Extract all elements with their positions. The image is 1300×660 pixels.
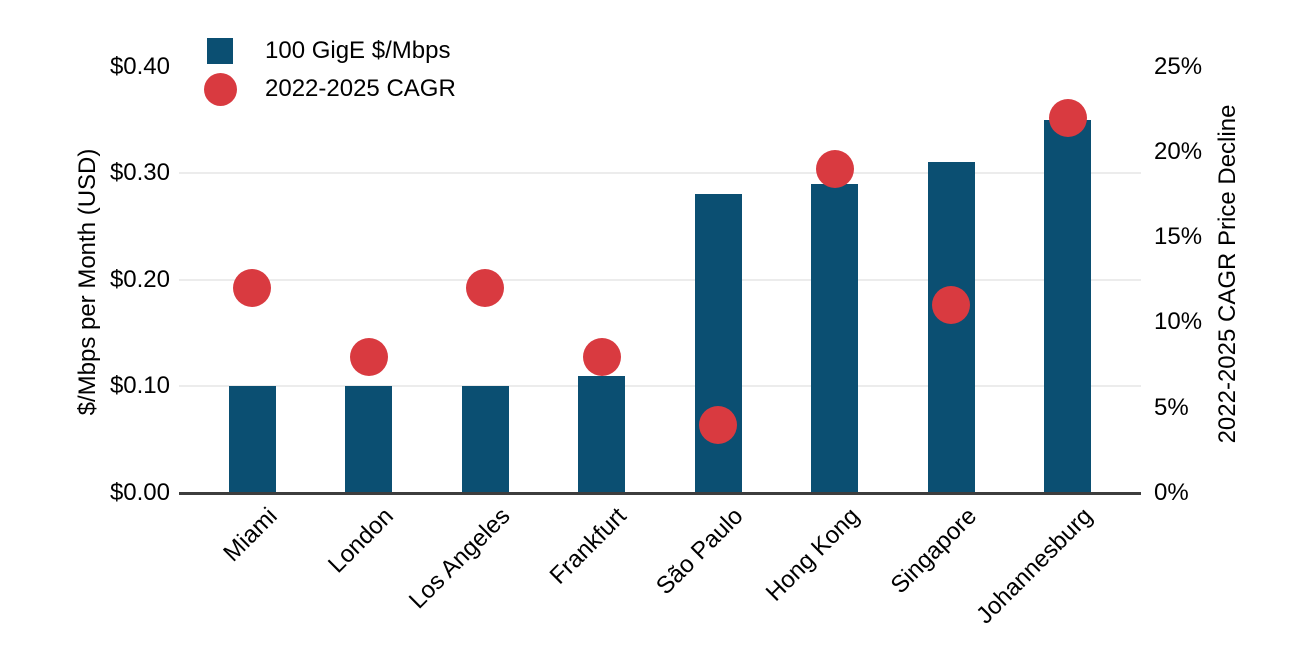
x-axis-label-miami: Miami: [218, 502, 283, 567]
legend-item-scatter-series: 2022-2025 CAGR: [203, 72, 456, 106]
bar-los-angeles: [461, 386, 509, 493]
cagr-dot-johannesburg: [1048, 98, 1087, 137]
legend-label-bar-series: 100 GigE $/Mbps: [265, 37, 451, 64]
scatter-series-swatch-icon: [203, 72, 237, 106]
x-axis-label-singapore: Singapore: [885, 502, 982, 600]
x-axis-label-london: London: [323, 502, 400, 579]
bar-johannesburg: [1044, 119, 1091, 493]
cagr-dot-frankfurt: [582, 337, 621, 376]
left-axis-tick: $0.20: [109, 265, 170, 293]
cagr-dot-london: [349, 337, 388, 376]
legend-marker-box: [203, 38, 237, 64]
x-axis-line: [179, 491, 1141, 495]
right-axis-tick: 25%: [1154, 52, 1203, 80]
cagr-dot-los-angeles: [466, 269, 504, 308]
right-axis-tick: 20%: [1154, 137, 1203, 165]
cagr-dot-miami: [233, 269, 271, 308]
right-axis-title: 2022-2025 CAGR Price Decline: [1214, 104, 1241, 444]
x-axis-label-sao-paulo: São Paulo: [651, 502, 749, 601]
right-axis-tick: 15%: [1154, 223, 1203, 251]
gridline: [179, 172, 1141, 175]
cagr-dot-hong-kong: [815, 149, 854, 188]
cagr-dot-sao-paulo: [699, 405, 737, 444]
legend-marker-box: [203, 72, 237, 106]
legend: 100 GigE $/Mbps 2022-2025 CAGR: [203, 34, 456, 106]
bar-series-swatch-icon: [207, 38, 233, 64]
left-axis-tick: $0.10: [109, 372, 170, 400]
legend-item-bar-series: 100 GigE $/Mbps: [203, 34, 456, 68]
x-axis-label-hong-kong: Hong Kong: [761, 502, 866, 607]
cagr-dot-singapore: [932, 286, 970, 325]
bar-hong-kong: [811, 183, 858, 493]
x-axis-label-frankfurt: Frankfurt: [545, 502, 633, 590]
gridline: [179, 278, 1141, 281]
bar-london: [345, 386, 392, 493]
left-axis-tick: $0.40: [109, 52, 170, 80]
bar-sao-paulo: [694, 194, 742, 493]
gridline: [179, 385, 1141, 388]
legend-label-scatter-series: 2022-2025 CAGR: [265, 75, 456, 102]
bar-frankfurt: [578, 375, 625, 493]
right-axis-tick: 0%: [1154, 479, 1189, 506]
x-axis-label-los-angeles: Los Angeles: [404, 502, 516, 615]
left-axis-title: $/Mbps per Month (USD): [74, 148, 101, 416]
left-axis-tick: $0.00: [109, 479, 170, 506]
bar-singapore: [927, 162, 975, 493]
left-axis-tick: $0.30: [109, 159, 170, 187]
x-axis-label-johannesburg: Johannesburg: [971, 502, 1099, 630]
right-axis-tick: 10%: [1154, 308, 1203, 336]
right-axis-tick: 5%: [1154, 393, 1189, 421]
bar-miami: [228, 386, 276, 493]
